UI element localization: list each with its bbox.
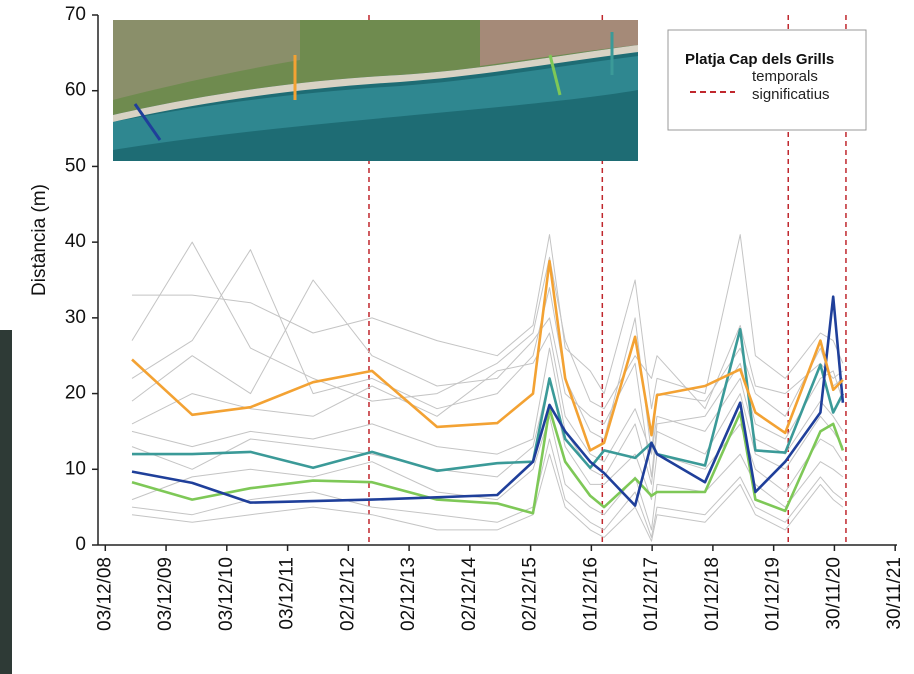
x-tick-label: 03/12/11 [277,557,298,630]
y-tick-label: 0 [75,534,86,555]
x-tick-label: 02/12/14 [459,557,480,631]
x-tick-label: 30/11/20 [823,557,844,630]
series-line [131,407,845,515]
series-line [131,332,844,463]
series-line [132,327,845,473]
series-line [132,234,844,410]
series-line [131,249,844,455]
series-line [131,241,844,410]
plot-area: Distància (m) 0 10 20 30 40 50 60 70 03/12/08 03/1… [29,4,905,631]
crop-edge [0,330,12,674]
x-tick-label: 03/12/08 [94,557,115,631]
x-tick-label: 01/12/16 [580,557,601,631]
legend-title: Platja Cap dels Grills [685,51,834,68]
series-line [131,279,844,478]
series-line [131,377,844,501]
x-tick-label: 02/12/13 [398,557,419,631]
legend-storm-label: temporals significatius [752,68,830,103]
inset-map [113,20,638,161]
y-tick-label: 40 [65,231,86,252]
y-tick-label: 70 [65,4,86,25]
series-line [131,415,844,531]
legend: Platja Cap dels Grills [667,29,867,131]
y-tick-label: 50 [65,155,86,176]
y-tick-label: 30 [65,307,86,328]
y-tick-label: 60 [65,80,86,101]
x-tick-label: 02/12/15 [520,557,541,631]
x-tick-label: 03/12/10 [216,557,237,631]
series-line [131,259,844,452]
series-line [131,295,845,507]
series-line [131,347,844,485]
x-tick-label: 02/12/12 [337,557,358,631]
x-tick-label: 30/11/21 [884,557,905,630]
y-tick-label: 20 [65,383,86,404]
x-tick-label: 01/12/18 [702,557,723,631]
y-axis-label: Distància (m) [29,184,50,296]
x-tick-label: 03/12/09 [155,557,176,631]
y-tick-label: 10 [65,458,86,479]
series-line [131,453,844,542]
x-tick-label: 01/12/17 [641,557,662,631]
x-tick-label: 01/12/19 [763,557,784,631]
